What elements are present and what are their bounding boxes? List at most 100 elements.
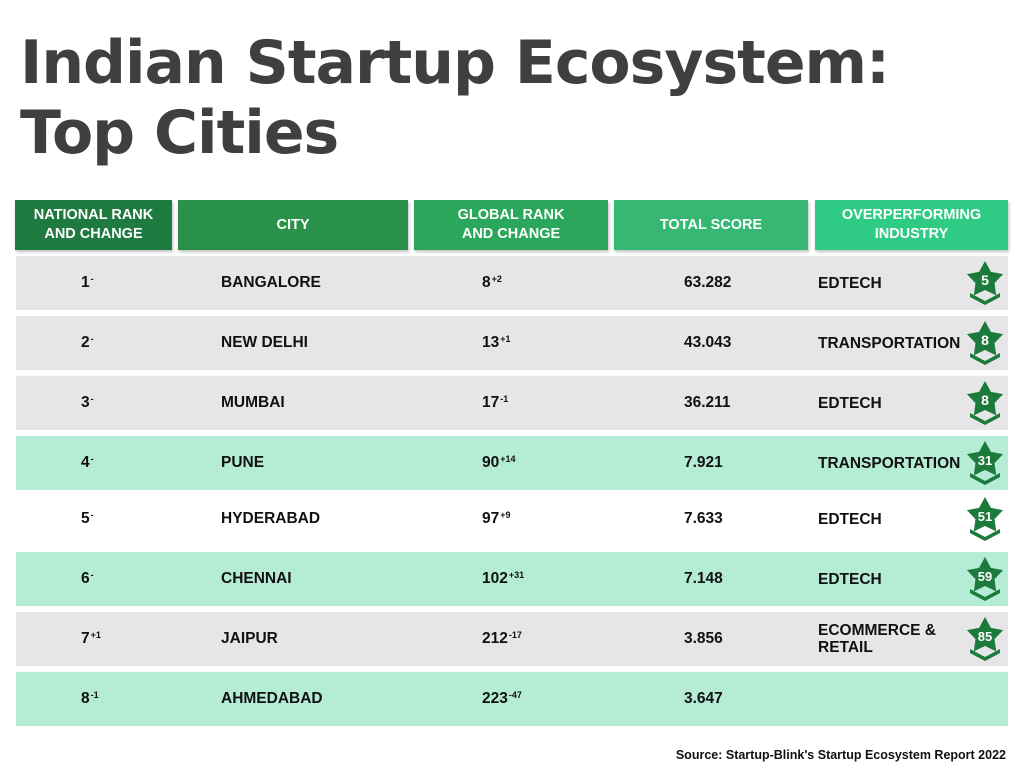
header-total-score-label: TOTAL SCORE [659, 216, 763, 233]
total-score-cell: 7.633 [684, 510, 723, 527]
total-score-cell: 3.647 [684, 690, 723, 707]
city-cell: HYDERABAD [221, 510, 321, 527]
national-rank-change: -1 [90, 690, 99, 700]
industry-cell: EDTECH [818, 394, 882, 412]
industry-rank-star-icon: 51 [966, 497, 1004, 541]
global-rank-change: +2 [491, 274, 502, 284]
global-rank-change: +9 [500, 510, 511, 520]
global-rank-change: -17 [508, 630, 522, 640]
global-rank-cell: 8 +2 [482, 256, 602, 310]
table-row: 5- HYDERABAD 97 +9 7.633 EDTECH 51 [16, 492, 1008, 546]
table-header: NATIONAL RANK AND CHANGE CITY GLOBAL RANK… [0, 200, 1024, 250]
star-base-shape [970, 649, 1000, 661]
city-cell: MUMBAI [221, 394, 285, 411]
national-rank-value: 5 [81, 510, 90, 527]
city-cell: PUNE [221, 454, 265, 471]
total-score-cell: 7.921 [684, 454, 723, 471]
star-base-shape [970, 353, 1000, 365]
header-overperforming-industry: OVERPERFORMING INDUSTRY [815, 200, 1008, 250]
industry-rank-number: 31 [978, 453, 992, 468]
industry-rank-star-icon: 59 [966, 557, 1004, 601]
industry-rank-number: 5 [981, 272, 989, 288]
global-rank-cell: 223 -47 [482, 672, 602, 726]
star-shape [966, 617, 1004, 652]
industry-cell: EDTECH [818, 570, 882, 588]
table-row: 1- BANGALORE 8 +2 63.282 EDTECH 5 [16, 256, 1008, 310]
global-rank-cell: 13 +1 [482, 316, 602, 370]
national-rank-cell: 2- [81, 316, 181, 370]
global-rank-change: -47 [508, 690, 522, 700]
national-rank-cell: 4- [81, 436, 181, 490]
industry-cell: EDTECH [818, 510, 882, 528]
global-rank-change: +1 [500, 334, 511, 344]
total-score-cell: 63.282 [684, 274, 732, 291]
city-cell: BANGALORE [221, 274, 321, 291]
table-row: 2- NEW DELHI 13 +1 43.043 TRANSPORTATION 8 [16, 316, 1008, 370]
table-row: 6- CHENNAI 102 +31 7.148 EDTECH 59 [16, 552, 1008, 606]
national-rank-cell: 1- [81, 256, 181, 310]
header-global-rank-line2: AND CHANGE [461, 226, 561, 242]
national-rank-cell: 7 +1 [81, 612, 181, 666]
page-title-line-2: Top Cities [20, 98, 339, 168]
star-shape [966, 261, 1004, 296]
national-rank-value: 6 [81, 570, 90, 587]
global-rank-cell: 90 +14 [482, 436, 602, 490]
page-title: Indian Startup Ecosystem: Top Cities [20, 28, 890, 168]
star-shape [966, 321, 1004, 356]
national-rank-value: 8 [81, 690, 90, 707]
star-base-shape [970, 473, 1000, 485]
national-rank-value: 4 [81, 454, 90, 471]
total-score-cell: 36.211 [684, 394, 731, 411]
national-rank-change: - [90, 510, 94, 520]
industry-rank-star-icon: 8 [966, 381, 1004, 425]
city-cell: AHMEDABAD [221, 690, 323, 707]
industry-rank-number: 8 [981, 392, 989, 408]
star-shape [966, 381, 1004, 416]
industry-cell [818, 672, 968, 726]
national-rank-value: 3 [81, 394, 90, 411]
industry-rank-number: 51 [978, 509, 992, 524]
industry-rank-star-icon: 31 [966, 441, 1004, 485]
industry-cell: TRANSPORTATION [818, 334, 961, 352]
national-rank-change: - [90, 570, 94, 580]
global-rank-cell: 102 +31 [482, 552, 602, 606]
header-global-rank: GLOBAL RANK AND CHANGE [414, 200, 608, 250]
star-base-shape [970, 529, 1000, 541]
national-rank-change: - [90, 454, 94, 464]
global-rank-value: 223 [482, 690, 508, 707]
global-rank-value: 90 [482, 454, 500, 471]
header-national-rank-line2: AND CHANGE [44, 226, 143, 242]
national-rank-cell: 3- [81, 376, 181, 430]
global-rank-value: 212 [482, 630, 508, 647]
industry-cell: TRANSPORTATION [818, 454, 961, 472]
national-rank-cell: 8 -1 [81, 672, 181, 726]
star-base-shape [970, 413, 1000, 425]
total-score-cell: 43.043 [684, 334, 732, 351]
industry-cell: ECOMMERCE & RETAIL [818, 622, 936, 656]
national-rank-value: 2 [81, 334, 90, 351]
global-rank-change: +14 [500, 454, 516, 464]
city-cell: NEW DELHI [221, 334, 308, 351]
national-rank-change: - [90, 334, 94, 344]
star-shape [966, 497, 1004, 532]
global-rank-cell: 212 -17 [482, 612, 602, 666]
global-rank-value: 13 [482, 334, 500, 351]
city-cell: CHENNAI [221, 570, 292, 587]
header-global-rank-line1: GLOBAL RANK [457, 207, 565, 223]
header-total-score: TOTAL SCORE [614, 200, 808, 250]
header-national-rank: NATIONAL RANK AND CHANGE [15, 200, 172, 250]
header-national-rank-line1: NATIONAL RANK [33, 207, 154, 223]
global-rank-cell: 97 +9 [482, 492, 602, 546]
industry-rank-number: 85 [978, 629, 992, 644]
global-rank-value: 102 [482, 570, 508, 587]
national-rank-change: - [90, 394, 94, 404]
national-rank-value: 1 [81, 274, 90, 291]
global-rank-value: 8 [482, 274, 491, 291]
national-rank-value: 7 [81, 630, 90, 647]
source-note: Source: Startup-Blink's Startup Ecosyste… [675, 748, 1006, 762]
global-rank-value: 17 [482, 394, 500, 411]
page-title-line-1: Indian Startup Ecosystem: [20, 28, 890, 98]
header-city-label: CITY [276, 216, 310, 233]
header-industry-line1: OVERPERFORMING [841, 207, 982, 223]
